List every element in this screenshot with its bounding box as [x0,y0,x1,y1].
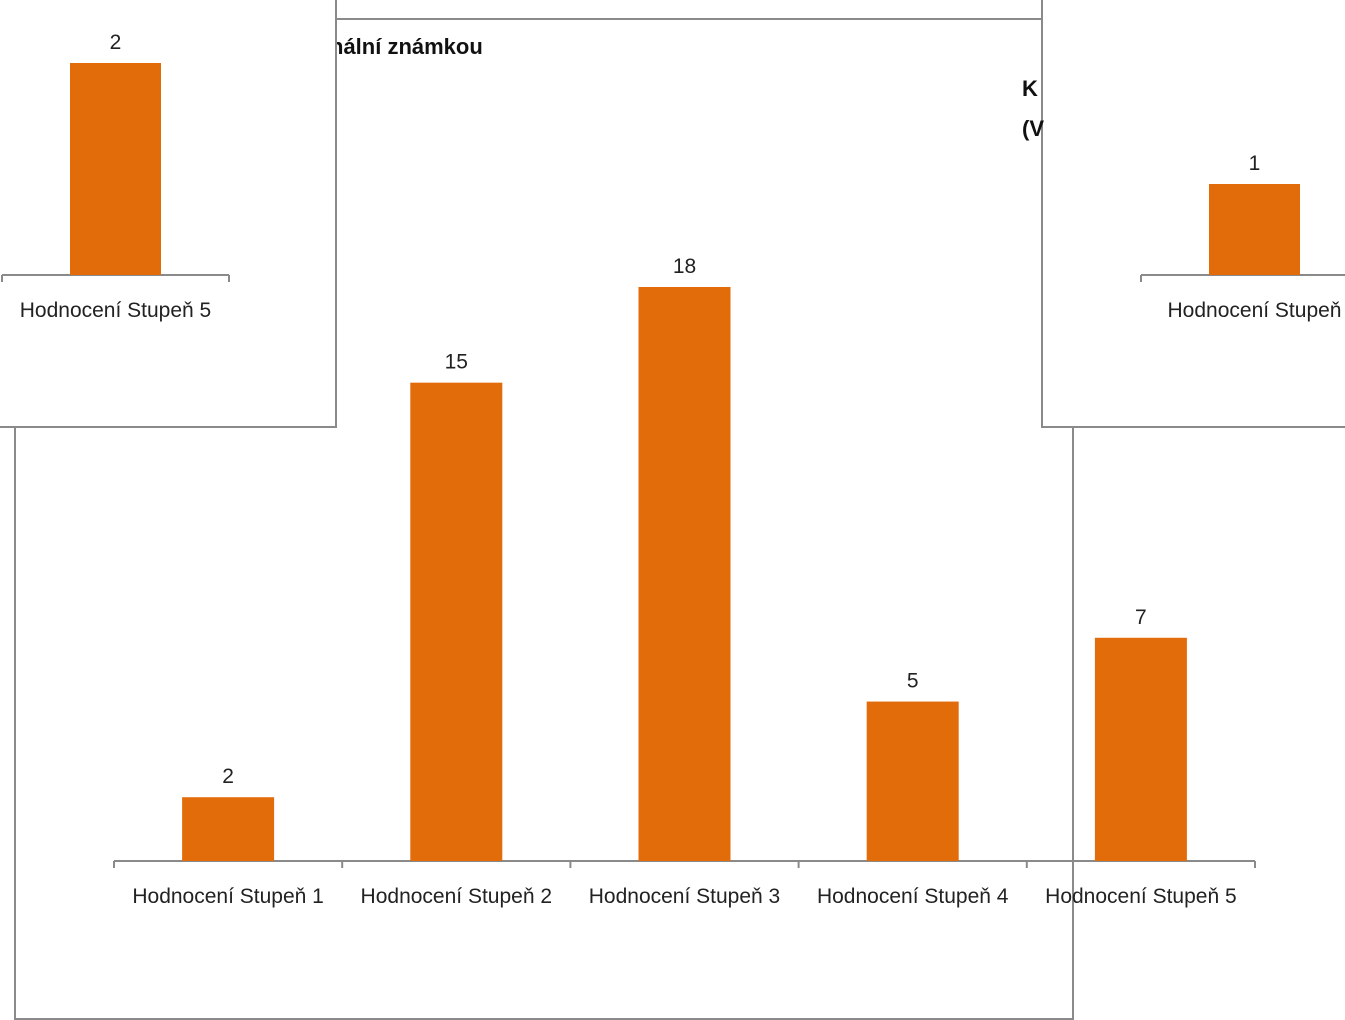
main-category-label: Hodnocení Stupeň 4 [817,885,1009,908]
main-category-label: Hodnocení Stupeň 2 [361,885,552,908]
main-data-label: 18 [673,255,696,278]
main-category-label: Hodnocení Stupeň 5 [1045,885,1236,908]
left-bar [70,63,161,275]
main-bar [410,382,503,861]
main-chart-title: nální známkou [330,34,483,59]
main-data-label: 15 [445,351,468,374]
left-chart-panel [0,0,337,428]
main-data-label: 2 [222,765,234,788]
main-chart-title-bar [336,0,1076,20]
right-category-label: Hodnocení Stupeň [1168,299,1342,322]
left-category-label: Hodnocení Stupeň 5 [20,299,211,322]
right-chart: 1 Hodnocení Stupeň [1140,152,1345,322]
main-bar [182,797,275,861]
right-data-label: 1 [1249,152,1261,175]
left-chart: 2 Hodnocení Stupeň 5 [1,31,230,322]
main-bar [638,287,731,861]
main-data-label: 7 [1135,606,1147,629]
main-category-label: Hodnocení Stupeň 3 [589,885,780,908]
main-bar [866,701,959,861]
right-chart-title-2: (V [1022,116,1044,141]
right-chart-title-1: K [1022,76,1038,101]
main-bar [1094,637,1187,861]
left-data-label: 2 [110,31,122,54]
main-data-label: 5 [907,670,919,693]
right-bar [1209,184,1300,275]
main-category-label: Hodnocení Stupeň 1 [132,885,323,908]
